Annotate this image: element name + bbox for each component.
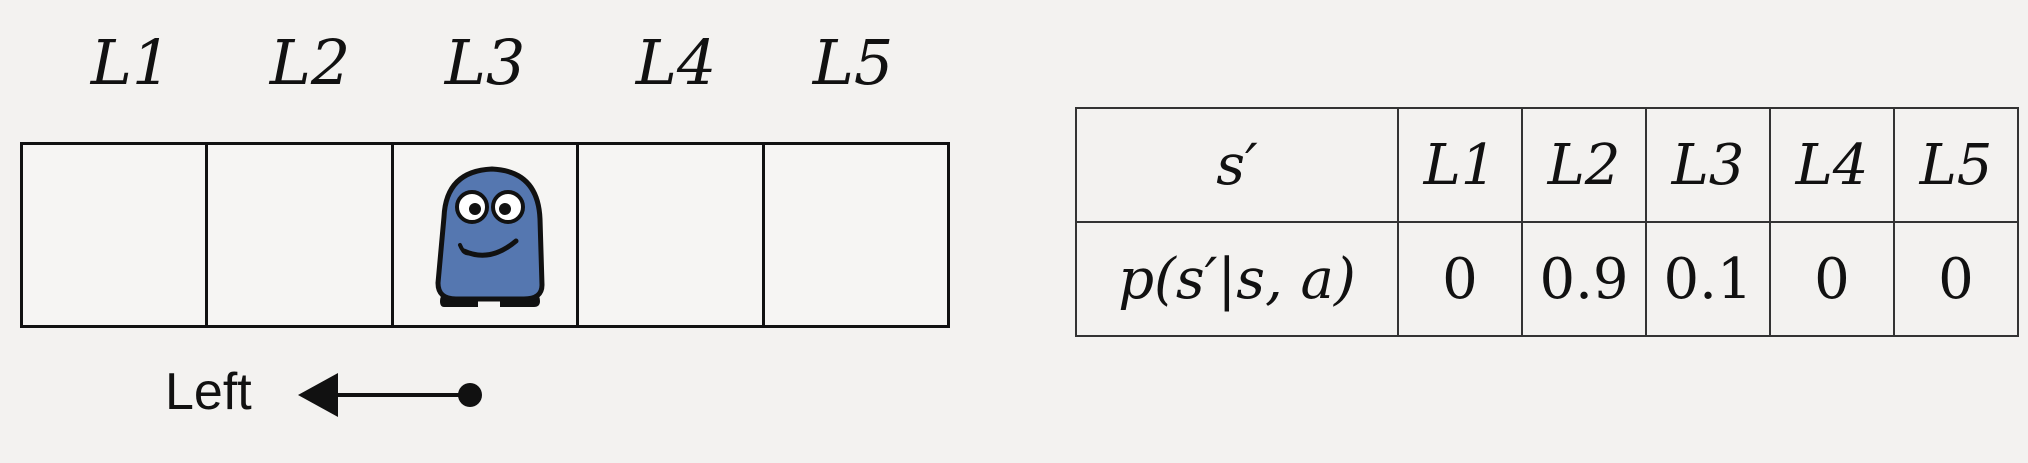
table-state-l1: L1 <box>1397 107 1523 223</box>
table-state-l4: L4 <box>1769 107 1895 223</box>
cell-label-l3: L3 <box>444 26 526 99</box>
table-row: p(s′|s, a) 0 0.9 0.1 0 0 <box>1075 221 2019 337</box>
grid-world <box>20 142 950 328</box>
next-state-header: s′ <box>1075 107 1399 223</box>
probability-header: p(s′|s, a) <box>1075 221 1399 337</box>
robot-icon <box>435 166 545 307</box>
cell-label-l1: L1 <box>90 26 172 99</box>
grid-cell-l4 <box>579 145 765 325</box>
table-state-l3: L3 <box>1645 107 1771 223</box>
table-prob-l4: 0 <box>1769 221 1895 337</box>
table-state-l5: L5 <box>1893 107 2019 223</box>
cell-label-l4: L4 <box>635 26 717 99</box>
grid-cell-l3 <box>393 145 580 325</box>
arrow-left-icon <box>298 373 482 417</box>
cell-label-l5: L5 <box>812 26 894 99</box>
cell-label-l2: L2 <box>269 26 351 99</box>
grid-cell-l5 <box>764 145 948 325</box>
table-prob-l1: 0 <box>1397 221 1523 337</box>
table-state-l2: L2 <box>1521 107 1647 223</box>
grid-cell-l1 <box>23 145 209 325</box>
table-prob-l5: 0 <box>1893 221 2019 337</box>
action-label: Left <box>165 363 252 421</box>
table-prob-l2: 0.9 <box>1521 221 1647 337</box>
grid-cell-l2 <box>208 145 394 325</box>
table-prob-l3: 0.1 <box>1645 221 1771 337</box>
transition-table: s′ L1 L2 L3 L4 L5 p(s′|s, a) 0 0.9 0.1 0… <box>1075 107 2019 337</box>
table-row: s′ L1 L2 L3 L4 L5 <box>1075 107 2019 223</box>
